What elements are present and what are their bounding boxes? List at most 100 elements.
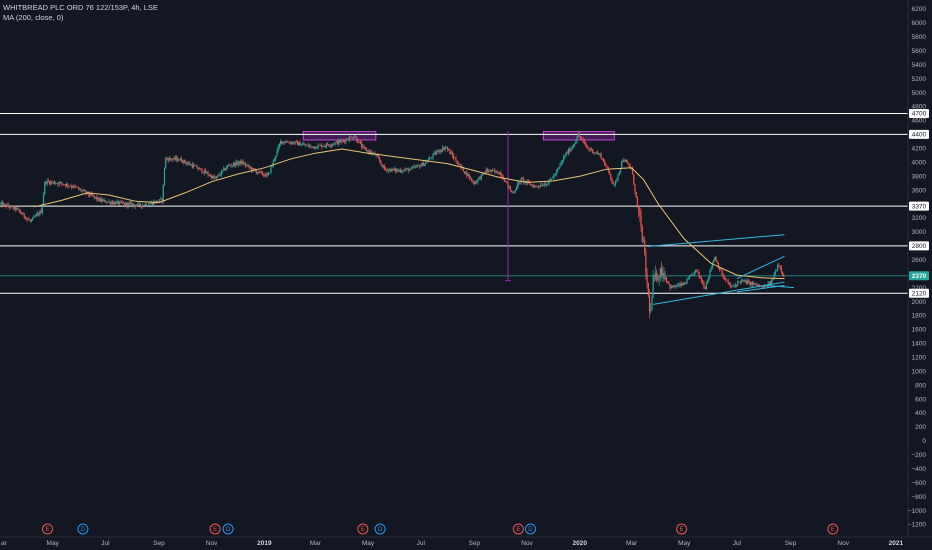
candle-body [156, 200, 158, 203]
candle-body [697, 270, 699, 272]
candle-body [207, 172, 209, 176]
earnings-event-icon[interactable]: E [512, 523, 524, 535]
candle-body [715, 257, 717, 262]
candle-body [21, 213, 23, 215]
indicator-label[interactable]: MA (200, close, 0) [3, 13, 64, 22]
candle-body [97, 197, 99, 200]
level-price-label[interactable]: 4700 [909, 108, 929, 118]
candle-body [540, 185, 542, 187]
candle-body [443, 147, 445, 150]
candle-body [645, 252, 647, 274]
candle-body [58, 182, 60, 185]
candle-body [365, 148, 368, 152]
current-price-label[interactable]: 2370 [909, 271, 929, 281]
earnings-event-icon[interactable]: E [42, 523, 54, 535]
y-tick-label: −1200 [908, 522, 927, 529]
candle-body [344, 140, 346, 142]
candle-body [543, 184, 545, 186]
level-price-label[interactable]: 3370 [909, 201, 929, 211]
candle-body [413, 166, 415, 168]
candle-body [708, 276, 710, 281]
candle-body [363, 146, 365, 148]
candle-body [26, 218, 28, 220]
candle-body [250, 167, 253, 171]
y-tick-label: 5400 [912, 62, 927, 69]
candle-body [546, 184, 548, 186]
candle-body [590, 149, 593, 151]
candle-body [390, 169, 392, 172]
candle-body [1, 202, 4, 207]
candle-body [324, 146, 326, 147]
candle-body [140, 205, 143, 207]
level-price-label[interactable]: 2800 [909, 241, 929, 251]
level-price-label[interactable]: 2120 [909, 288, 929, 298]
candle-body [542, 185, 544, 187]
y-tick-label: 4600 [912, 118, 927, 125]
y-tick-label: 0 [922, 438, 926, 445]
candle-body [738, 281, 740, 283]
level-price-label[interactable]: 4400 [909, 129, 929, 139]
candle-body [421, 162, 423, 166]
candle-body [410, 167, 412, 170]
dividend-event-icon[interactable]: D [374, 523, 386, 535]
candle-body [294, 141, 296, 144]
candle-body [415, 166, 417, 168]
candle-body [618, 171, 620, 175]
candle-body [352, 137, 354, 139]
candle-body [127, 203, 129, 207]
trendline-1[interactable] [647, 234, 785, 248]
candle-body [157, 201, 160, 203]
trendline-2[interactable] [736, 255, 785, 280]
dividend-event-icon[interactable]: D [77, 523, 89, 535]
earnings-event-icon[interactable]: E [827, 523, 839, 535]
candle-body [460, 164, 462, 168]
candle-body [398, 170, 400, 171]
candle-body [312, 146, 314, 149]
candle-body [30, 219, 33, 222]
candle-body [668, 282, 670, 285]
candle-body [162, 185, 164, 202]
candle-body [673, 285, 675, 288]
candle-body [779, 265, 781, 268]
candle-body [192, 165, 195, 168]
trendline-5[interactable] [767, 285, 794, 289]
candle-body [431, 157, 433, 159]
dividend-event-icon[interactable]: D [524, 523, 536, 535]
candle-body [532, 185, 534, 188]
candle-body [663, 272, 665, 279]
candle-body [774, 271, 776, 275]
resistance-box-1[interactable] [302, 131, 377, 141]
candle-body [642, 240, 645, 242]
time-axis: ar May Jul Sep Nov 2019 Mar May Jul Sep Nov 2020 Mar… [0, 536, 932, 547]
candle-body [38, 213, 40, 215]
candle-body [646, 273, 648, 284]
candle-body [332, 144, 334, 145]
candle-body [71, 187, 74, 188]
earnings-event-icon[interactable]: E [209, 523, 221, 535]
candle-body [213, 176, 215, 179]
candle-body [405, 168, 407, 170]
dividend-event-icon[interactable]: D [222, 523, 234, 535]
candle-body [369, 151, 371, 153]
candle-body [762, 286, 764, 288]
candle-body [749, 281, 751, 286]
ma200-line[interactable] [34, 148, 785, 280]
level-label-text: 4700 [912, 111, 927, 118]
candle-body [36, 213, 39, 215]
trendline-3[interactable] [653, 281, 785, 305]
candle-body [131, 202, 133, 207]
earnings-event-icon[interactable]: E [676, 523, 688, 535]
moving-average-layer [34, 148, 785, 280]
candle-body [576, 137, 578, 142]
candle-body [283, 141, 285, 143]
earnings-event-icon[interactable]: E [357, 523, 369, 535]
candle-body [10, 205, 12, 208]
candle-body [151, 202, 153, 205]
candle-body [685, 283, 687, 285]
candle-body [521, 178, 524, 180]
candle-body [771, 280, 773, 285]
candle-body [208, 175, 210, 176]
candle-body [55, 183, 57, 184]
